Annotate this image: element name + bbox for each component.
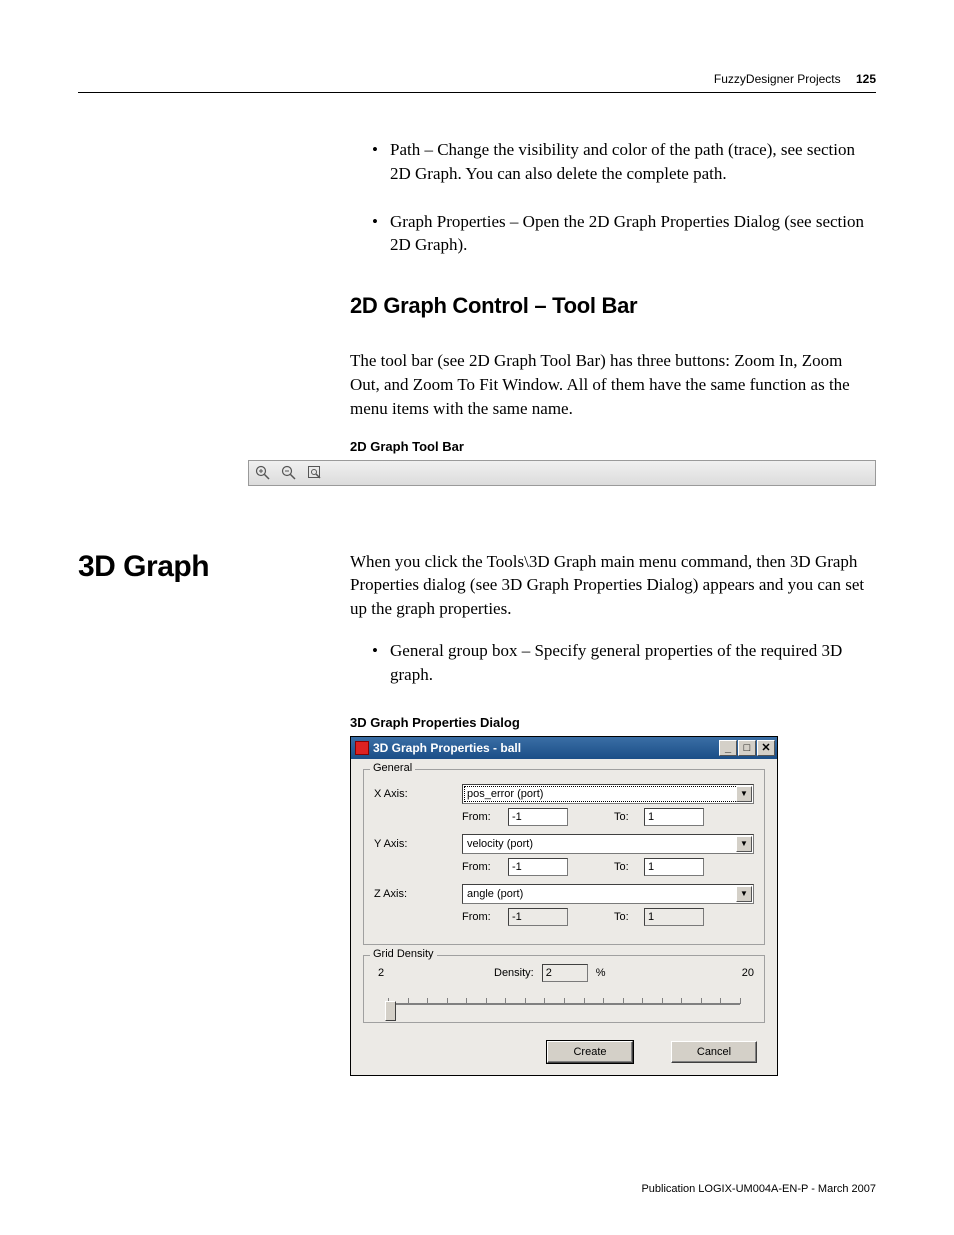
bullet-general-groupbox: General group box – Specify general prop…	[350, 639, 876, 687]
label-percent: %	[596, 967, 606, 979]
slider-tick	[584, 998, 585, 1004]
publication-footer: Publication LOGIX-UM004A-EN-P - March 20…	[641, 1183, 876, 1195]
density-min: 2	[378, 967, 396, 979]
para-3d-graph: When you click the Tools\3D Graph main m…	[350, 550, 876, 621]
header-title: FuzzyDesigner Projects	[714, 72, 841, 86]
input-y-to[interactable]: 1	[644, 858, 704, 876]
slider-tick	[603, 998, 604, 1004]
zoom-out-icon[interactable]	[279, 463, 299, 483]
legend-grid-density: Grid Density	[370, 948, 437, 960]
label-y-from: From:	[462, 861, 500, 873]
heading-3d-graph: 3D Graph	[78, 550, 350, 1076]
header-rule	[78, 92, 876, 93]
slider-tick	[505, 998, 506, 1004]
label-x-from: From:	[462, 811, 500, 823]
slider-tick	[544, 998, 545, 1004]
slider-tick	[486, 998, 487, 1004]
label-density: Density:	[494, 967, 534, 979]
maximize-button[interactable]: □	[738, 740, 756, 756]
chevron-down-icon[interactable]: ▼	[736, 786, 752, 802]
label-y-axis: Y Axis:	[374, 838, 454, 850]
slider-tick	[681, 998, 682, 1004]
density-slider[interactable]	[380, 988, 748, 1010]
label-z-to: To:	[614, 911, 636, 923]
caption-2d-toolbar: 2D Graph Tool Bar	[350, 439, 876, 454]
label-z-from: From:	[462, 911, 500, 923]
toolbar-2d-graph	[248, 460, 876, 486]
input-x-from[interactable]: -1	[508, 808, 568, 826]
input-z-to: 1	[644, 908, 704, 926]
slider-tick	[408, 998, 409, 1004]
slider-tick	[740, 998, 741, 1004]
heading-2d-toolbar: 2D Graph Control – Tool Bar	[350, 293, 876, 319]
bullets-3d: General group box – Specify general prop…	[350, 639, 876, 687]
slider-tick	[662, 998, 663, 1004]
create-button[interactable]: Create	[547, 1041, 633, 1063]
combo-z-value: angle (port)	[467, 888, 523, 900]
combo-y-value: velocity (port)	[467, 838, 533, 850]
intro-bullets: Path – Change the visibility and color o…	[350, 138, 876, 257]
slider-tick	[701, 998, 702, 1004]
slider-tick	[623, 998, 624, 1004]
input-density: 2	[542, 964, 588, 982]
page-content: Path – Change the visibility and color o…	[78, 138, 876, 1076]
chevron-down-icon[interactable]: ▼	[736, 886, 752, 902]
chevron-down-icon[interactable]: ▼	[736, 836, 752, 852]
slider-tick	[466, 998, 467, 1004]
bullet-graph-properties: Graph Properties – Open the 2D Graph Pro…	[350, 210, 876, 258]
dialog-titlebar: 3D Graph Properties - ball _ □ ✕	[351, 737, 777, 759]
slider-tick	[447, 998, 448, 1004]
slider-thumb[interactable]	[385, 1001, 396, 1021]
groupbox-grid-density: Grid Density 2 Density: 2 % 20	[363, 955, 765, 1023]
zoom-in-icon[interactable]	[253, 463, 273, 483]
app-icon	[355, 741, 369, 755]
input-x-to[interactable]: 1	[644, 808, 704, 826]
para-2d-toolbar: The tool bar (see 2D Graph Tool Bar) has…	[350, 349, 876, 420]
combo-x-axis[interactable]: pos_error (port) ▼	[462, 784, 754, 804]
legend-general: General	[370, 762, 415, 774]
page-number: 125	[856, 72, 876, 86]
bullet-path: Path – Change the visibility and color o…	[350, 138, 876, 186]
combo-y-axis[interactable]: velocity (port) ▼	[462, 834, 754, 854]
zoom-fit-icon[interactable]	[305, 463, 325, 483]
slider-tick	[564, 998, 565, 1004]
slider-tick	[525, 998, 526, 1004]
combo-x-value: pos_error (port)	[467, 788, 543, 800]
label-x-to: To:	[614, 811, 636, 823]
slider-tick	[427, 998, 428, 1004]
cancel-button[interactable]: Cancel	[671, 1041, 757, 1063]
running-header: FuzzyDesigner Projects 125	[714, 72, 876, 86]
close-button[interactable]: ✕	[757, 740, 775, 756]
combo-z-axis[interactable]: angle (port) ▼	[462, 884, 754, 904]
slider-tick	[720, 998, 721, 1004]
input-y-from[interactable]: -1	[508, 858, 568, 876]
dialog-title: 3D Graph Properties - ball	[373, 741, 718, 755]
label-z-axis: Z Axis:	[374, 888, 454, 900]
dialog-3d-graph-properties: 3D Graph Properties - ball _ □ ✕ General…	[350, 736, 778, 1076]
label-y-to: To:	[614, 861, 636, 873]
caption-3d-dialog: 3D Graph Properties Dialog	[350, 715, 876, 730]
groupbox-general: General X Axis: pos_error (port) ▼ From:…	[363, 769, 765, 945]
input-z-from: -1	[508, 908, 568, 926]
label-x-axis: X Axis:	[374, 788, 454, 800]
density-max: 20	[742, 967, 754, 979]
slider-tick	[642, 998, 643, 1004]
minimize-button[interactable]: _	[719, 740, 737, 756]
